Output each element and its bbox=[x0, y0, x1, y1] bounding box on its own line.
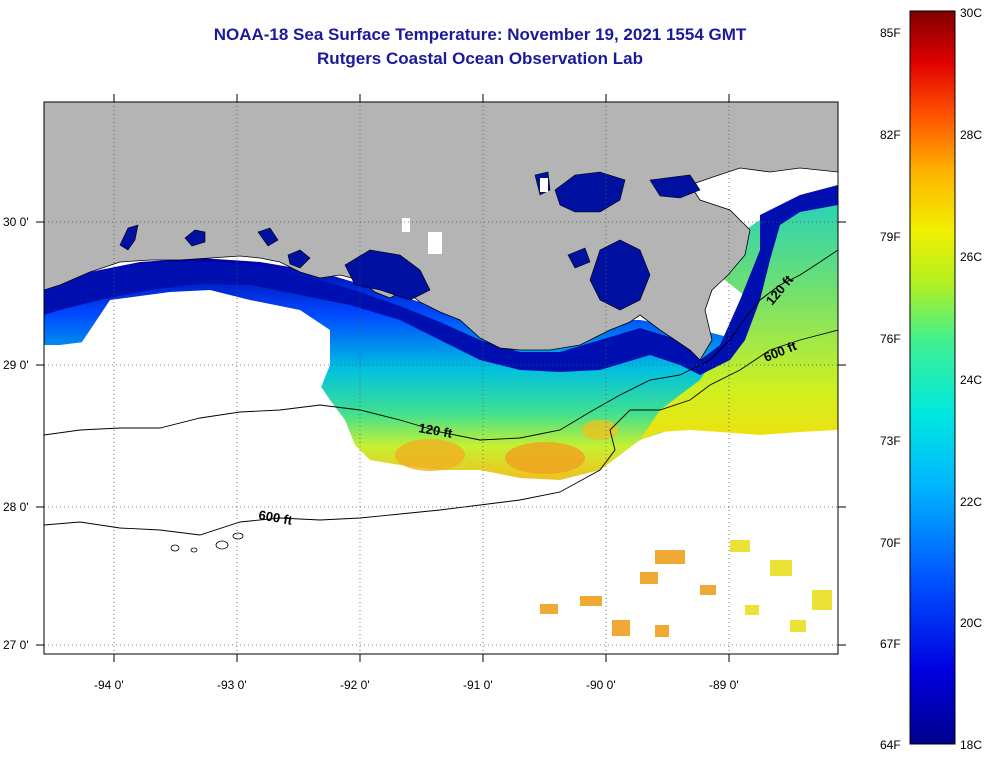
map-title: NOAA-18 Sea Surface Temperature: Novembe… bbox=[213, 25, 747, 44]
lake-grand bbox=[287, 249, 311, 269]
bay-barataria bbox=[589, 239, 651, 311]
map-subtitle: Rutgers Coastal Ocean Observation Lab bbox=[317, 49, 643, 68]
colorbar-c-30: 30C bbox=[960, 6, 983, 20]
colorbar-f-64: 64F bbox=[880, 738, 901, 752]
colorbar-c-28: 28C bbox=[960, 128, 983, 142]
colorbar-c-18: 18C bbox=[960, 738, 983, 752]
colorbar-f-70: 70F bbox=[880, 536, 901, 550]
lon-label-89: -89 0' bbox=[709, 678, 739, 692]
colorbar-c-24: 24C bbox=[960, 373, 983, 387]
colorbar bbox=[909, 10, 956, 745]
colorbar-f-85: 85F bbox=[880, 26, 901, 40]
colorbar-f-73: 73F bbox=[880, 434, 901, 448]
contour-label-120-central: 120 ft bbox=[417, 420, 454, 441]
lake-pontchartrain bbox=[554, 171, 626, 213]
colorbar-f-79: 79F bbox=[880, 230, 901, 244]
sst-field-east bbox=[640, 190, 838, 440]
lake-calcasieu bbox=[119, 224, 139, 251]
bay-terrebonne bbox=[344, 249, 431, 301]
lon-label-90: -90 0' bbox=[586, 678, 616, 692]
colorbar-f-67: 67F bbox=[880, 637, 901, 651]
lake-sabine bbox=[184, 229, 206, 247]
isobath-120ft bbox=[44, 249, 838, 441]
lake-maurepas bbox=[567, 247, 591, 269]
lon-label-92: -92 0' bbox=[340, 678, 370, 692]
contour-label-600-west: 600 ft bbox=[257, 507, 294, 528]
colorbar-f-82: 82F bbox=[880, 128, 901, 142]
lon-label-93: -93 0' bbox=[217, 678, 247, 692]
lake-white bbox=[257, 227, 279, 247]
lon-label-94: -94 0' bbox=[94, 678, 124, 692]
colorbar-c-26: 26C bbox=[960, 250, 983, 264]
lat-label-28: 28 0' bbox=[3, 500, 29, 514]
lat-label-27: 27 0' bbox=[3, 638, 29, 652]
lat-label-29: 29 0' bbox=[3, 358, 29, 372]
lon-label-91: -91 0' bbox=[463, 678, 493, 692]
lake-borgne bbox=[649, 174, 701, 199]
colorbar-c-22: 22C bbox=[960, 495, 983, 509]
colorbar-f-76: 76F bbox=[880, 332, 901, 346]
isobath-600ft bbox=[44, 329, 838, 536]
colorbar-c-20: 20C bbox=[960, 616, 983, 630]
lat-label-30: 30 0' bbox=[3, 215, 29, 229]
sst-nearshore-cold bbox=[44, 185, 838, 375]
